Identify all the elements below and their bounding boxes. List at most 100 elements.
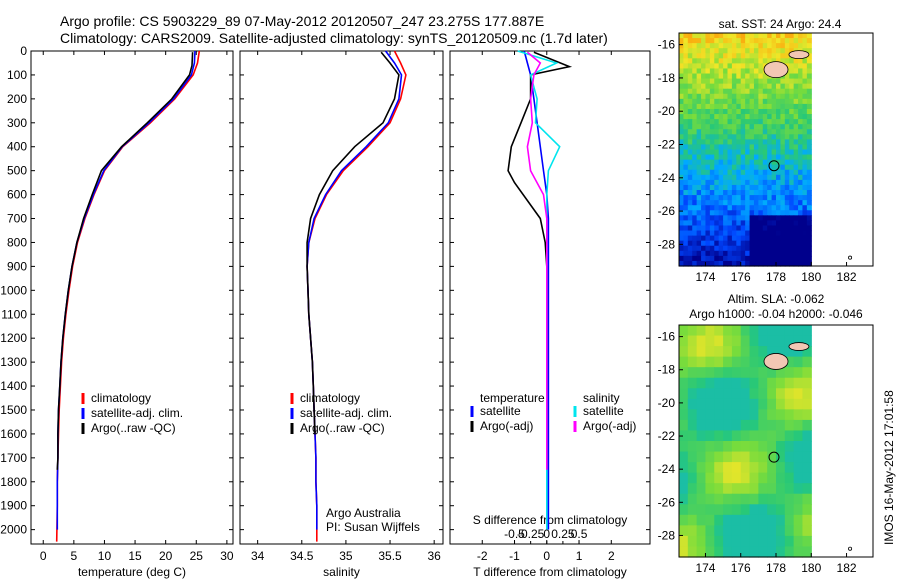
sst-cell [776, 43, 782, 49]
sst-cell [692, 220, 698, 227]
sst-cell [762, 129, 768, 135]
sst-cell [793, 195, 799, 201]
sst-cell [780, 230, 786, 237]
sst-cell [701, 215, 707, 222]
sst-cell [758, 63, 764, 70]
sst-cell [758, 83, 764, 90]
sst-cell [736, 169, 742, 176]
sla-cell [749, 483, 759, 495]
sst-cell [701, 83, 707, 90]
sst-cell [718, 210, 724, 216]
sst-cell [718, 114, 724, 120]
sst-cell [793, 174, 799, 181]
y-tick-label: 1900 [0, 499, 27, 513]
sla-cell [767, 367, 777, 379]
sst-cell [731, 190, 737, 196]
sst-cell [802, 124, 808, 130]
sst-cell [709, 179, 715, 186]
sla-cell [723, 472, 733, 484]
sst-cell [727, 88, 733, 95]
sst-cell [806, 144, 812, 151]
sst-cell [701, 129, 707, 135]
sst-cell [727, 240, 733, 247]
sst-cell [692, 260, 698, 267]
sst-cell [753, 144, 759, 151]
sst-cell [806, 134, 812, 140]
sst-cell [714, 174, 720, 181]
y-tick-label: 900 [7, 259, 27, 273]
sst-cell [784, 114, 790, 120]
sst-cell [806, 255, 812, 262]
sst-cell [753, 68, 759, 75]
sst-cell [687, 230, 693, 237]
sst-cell [683, 108, 689, 115]
sst-cell [771, 103, 777, 110]
header-line-1: Argo profile: CS 5903229_89 07-May-2012 … [60, 13, 544, 29]
sst-cell [714, 210, 720, 216]
sst-cell [696, 250, 702, 257]
sst-cell [776, 48, 782, 54]
sst-cell [687, 98, 693, 105]
sst-cell [679, 114, 685, 120]
sst-cell [687, 139, 693, 146]
sst-cell [793, 205, 799, 211]
sla-cell [758, 409, 768, 421]
sla-cell [696, 335, 707, 347]
sla-cell [679, 346, 689, 358]
sst-cell [705, 68, 711, 75]
sst-cell [745, 164, 751, 171]
sst-cell [753, 210, 759, 216]
sst-cell [731, 235, 737, 242]
sst-cell [780, 159, 786, 166]
sst-cell [793, 43, 799, 49]
sla-cell [731, 483, 742, 495]
sla-cell [758, 419, 768, 432]
sst-cell [784, 119, 790, 125]
sst-cell [701, 240, 707, 247]
sst-cell [740, 58, 746, 64]
sla-cell [784, 493, 795, 505]
sst-cell [762, 215, 768, 222]
sst-cell [776, 215, 782, 222]
sst-cell [771, 205, 777, 211]
sst-cell [723, 48, 729, 54]
sst-cell [679, 43, 685, 49]
sst-cell [806, 63, 812, 70]
x-tick-label: 2 [608, 549, 615, 563]
sst-cell [736, 58, 742, 64]
sst-cell [696, 108, 702, 115]
sst-cell [692, 38, 698, 44]
sst-cell [767, 190, 773, 196]
sst-cell [784, 144, 790, 151]
legend-label: satellite [583, 404, 624, 418]
sst-cell [736, 108, 742, 115]
sst-cell [683, 159, 689, 166]
sla-cell [793, 335, 804, 347]
sst-cell [802, 88, 808, 95]
sst-cell [762, 139, 768, 146]
sst-cell [687, 48, 693, 54]
sst-cell [705, 139, 711, 146]
sla-cell [802, 430, 812, 442]
sla-cell [705, 409, 715, 421]
sst-cell [692, 215, 698, 222]
sst-cell [798, 73, 804, 80]
sst-cell [771, 230, 777, 237]
y-tick-label: -26 [658, 495, 676, 509]
legend-label: Argo(..raw -QC) [300, 421, 385, 435]
x-tick-label: 0 [543, 549, 550, 563]
sst-cell [736, 124, 742, 130]
sst-cell [762, 174, 768, 181]
sst-cell [784, 149, 790, 156]
sst-cell [753, 179, 759, 186]
y-tick-label: 700 [7, 212, 27, 226]
sst-cell [696, 53, 702, 59]
sst-cell [749, 68, 755, 75]
sla-cell [784, 335, 795, 347]
sst-cell [762, 58, 768, 64]
sst-cell [701, 154, 707, 161]
sst-cell [696, 230, 702, 237]
sst-cell [740, 230, 746, 237]
sla-cell [802, 419, 812, 432]
sst-cell [740, 144, 746, 151]
